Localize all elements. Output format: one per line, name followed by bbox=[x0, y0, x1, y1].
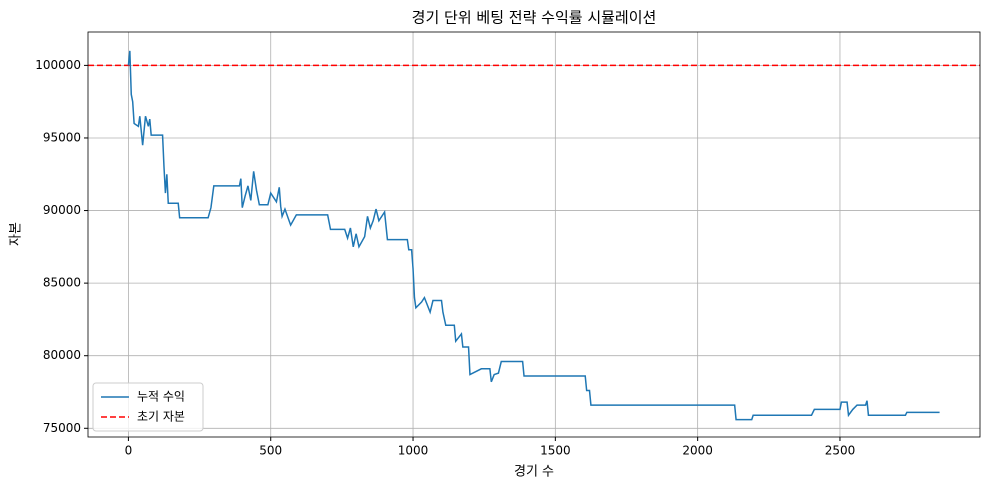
x-tick-label: 1000 bbox=[398, 444, 429, 458]
legend-label: 누적 수익 bbox=[137, 390, 185, 404]
legend-box bbox=[92, 382, 204, 432]
x-tick-label: 500 bbox=[259, 444, 282, 458]
chart-title: 경기 단위 베팅 전략 수익률 시뮬레이션 bbox=[412, 9, 657, 27]
data-line bbox=[127, 50, 940, 421]
y-tick-label: 80000 bbox=[43, 348, 81, 362]
x-tick-label: 2500 bbox=[825, 444, 856, 458]
y-tick-label: 90000 bbox=[43, 203, 81, 217]
plot-frame bbox=[87, 31, 981, 438]
x-tick-label: 0 bbox=[125, 444, 133, 458]
y-tick-label: 100000 bbox=[35, 58, 81, 72]
y-tick-label: 95000 bbox=[43, 130, 81, 144]
y-tick-label: 85000 bbox=[43, 276, 81, 290]
x-tick-label: 2000 bbox=[682, 444, 713, 458]
legend-label: 초기 자본 bbox=[137, 410, 185, 424]
y-axis-label: 자본 bbox=[9, 222, 24, 246]
y-tick-label: 75000 bbox=[43, 421, 81, 435]
x-axis-label: 경기 수 bbox=[514, 465, 554, 480]
x-tick-label: 1500 bbox=[540, 444, 571, 458]
